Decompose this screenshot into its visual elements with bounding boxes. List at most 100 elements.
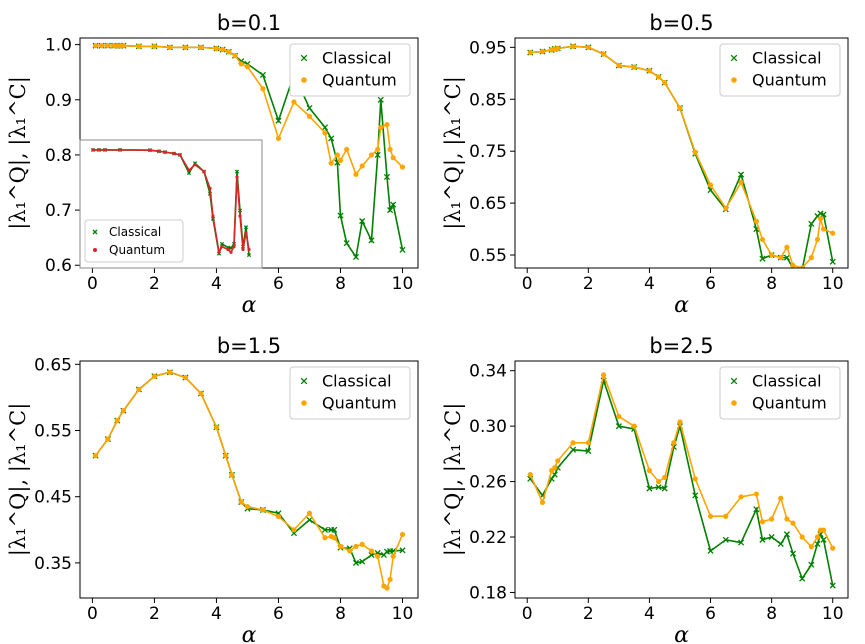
- main-legend-marker: [300, 54, 308, 62]
- series-classical-point: [359, 558, 366, 565]
- series-quantum-point: [790, 520, 796, 526]
- x-tick-label: 10: [822, 274, 844, 294]
- chart-title: b=0.5: [649, 11, 713, 35]
- series-quantum-point: [359, 163, 365, 169]
- series-quantum-point: [182, 44, 189, 50]
- series-quantum-point: [136, 386, 142, 393]
- inset-series-quantum-point: [163, 150, 167, 154]
- series-quantum-point: [677, 419, 683, 425]
- series-quantum-point: [585, 440, 591, 446]
- y-tick-label: 0.22: [469, 528, 507, 548]
- series-quantum-point: [368, 152, 375, 158]
- inset-series-quantum-point: [208, 186, 212, 190]
- inset-series-classical-point: [246, 252, 252, 258]
- series-quantum-point: [769, 252, 775, 258]
- series-classical-point: [306, 516, 313, 523]
- series-quantum-point: [359, 541, 365, 547]
- y-tick-label: 0.95: [469, 38, 507, 58]
- series-quantum-point: [390, 553, 396, 559]
- series-classical-point: [783, 531, 790, 538]
- series-quantum-point: [753, 218, 759, 224]
- series-quantum-point: [784, 244, 790, 250]
- y-tick-label: 0.65: [34, 355, 72, 375]
- series-quantum-point: [555, 45, 561, 51]
- series-quantum-point: [820, 226, 827, 232]
- main-legend-frame: [719, 43, 841, 97]
- series-quantum-point: [151, 43, 158, 49]
- series-quantum-point: [820, 527, 827, 533]
- y-tick-label: 0.65: [469, 194, 507, 214]
- y-tick-label: 0.85: [469, 90, 507, 110]
- series-quantum-point: [322, 130, 328, 136]
- series-quantum-point: [368, 548, 375, 554]
- series-quantum-point: [151, 373, 158, 379]
- inset-series-quantum-point: [241, 247, 245, 252]
- inset-series-quantum-point: [244, 231, 248, 235]
- x-tick-label: 10: [392, 274, 414, 294]
- series-quantum-point: [692, 476, 698, 482]
- inset-series-quantum-point: [157, 149, 161, 153]
- series-quantum-point: [213, 424, 220, 430]
- x-tick-label: 0: [87, 274, 98, 294]
- y-tick-label: 0.34: [469, 362, 507, 382]
- x-tick-label: 0: [522, 604, 533, 624]
- x-tick-label: 2: [583, 274, 594, 294]
- series-quantum-point: [306, 113, 313, 119]
- inset-series-quantum-point: [187, 168, 191, 172]
- series-quantum-point: [784, 516, 790, 522]
- y-tick-label: 0.55: [34, 422, 72, 442]
- series-classical-point: [387, 207, 394, 214]
- x-tick-label: 4: [644, 604, 655, 624]
- main-legend: Classical Quantum: [719, 366, 841, 420]
- series-classical-point: [585, 448, 592, 455]
- series-quantum-point: [677, 105, 683, 111]
- main-legend-frame: [289, 43, 411, 97]
- series-classical-point: [337, 212, 344, 219]
- series-classical-point: [808, 220, 815, 227]
- series-quantum-point: [238, 61, 244, 67]
- series-group: [527, 43, 836, 268]
- series-quantum-point: [814, 236, 821, 243]
- inset-series-quantum-point: [172, 151, 176, 156]
- inset-series-quantum-point: [217, 250, 221, 254]
- series-quantum-point: [99, 43, 105, 49]
- series-quantum-point: [817, 216, 824, 222]
- main-legend-marker: [730, 377, 738, 385]
- series-quantum-point: [229, 472, 235, 478]
- x-tick-label: 4: [211, 274, 222, 294]
- series-quantum-point: [238, 499, 244, 505]
- x-tick-label: 8: [766, 274, 777, 294]
- chart-title: b=0.1: [217, 11, 281, 35]
- inset-legend-marker: [92, 229, 98, 235]
- x-tick-label: 4: [211, 604, 222, 624]
- y-axis-label: |λ₁^Q|, |λ₁^C|: [441, 403, 466, 557]
- main-legend-marker: [301, 400, 307, 406]
- main-legend: Classical Quantum: [289, 43, 411, 97]
- series-quantum-point: [120, 408, 127, 414]
- series-classical-point: [777, 540, 784, 548]
- series-quantum-point: [808, 544, 814, 550]
- series-quantum-point: [585, 44, 591, 50]
- series-classical-point: [328, 135, 335, 142]
- series-quantum-point: [244, 64, 251, 70]
- series-quantum-point: [92, 43, 99, 49]
- series-classical-point: [331, 526, 338, 533]
- series-quantum-point: [167, 44, 173, 50]
- series-classical-point: [321, 526, 329, 533]
- x-tick-label: 6: [705, 604, 716, 624]
- series-classical-point: [789, 550, 797, 557]
- series-classical-point: [661, 485, 668, 492]
- series-quantum-point: [662, 474, 668, 481]
- inset-series-quantum-point: [97, 148, 101, 152]
- inset-series-quantum-point: [148, 148, 152, 152]
- inset-series-quantum-point: [193, 163, 197, 167]
- series-quantum-point: [655, 478, 662, 485]
- series-quantum-point: [723, 513, 729, 519]
- series-classical-point: [646, 485, 653, 492]
- inset-series-classical-point: [234, 169, 240, 174]
- y-tick-label: 0.18: [469, 583, 507, 603]
- series-quantum-point: [808, 255, 814, 261]
- series-quantum-point: [662, 80, 668, 86]
- series-classical-point: [783, 254, 790, 261]
- series-classical-point: [820, 536, 827, 543]
